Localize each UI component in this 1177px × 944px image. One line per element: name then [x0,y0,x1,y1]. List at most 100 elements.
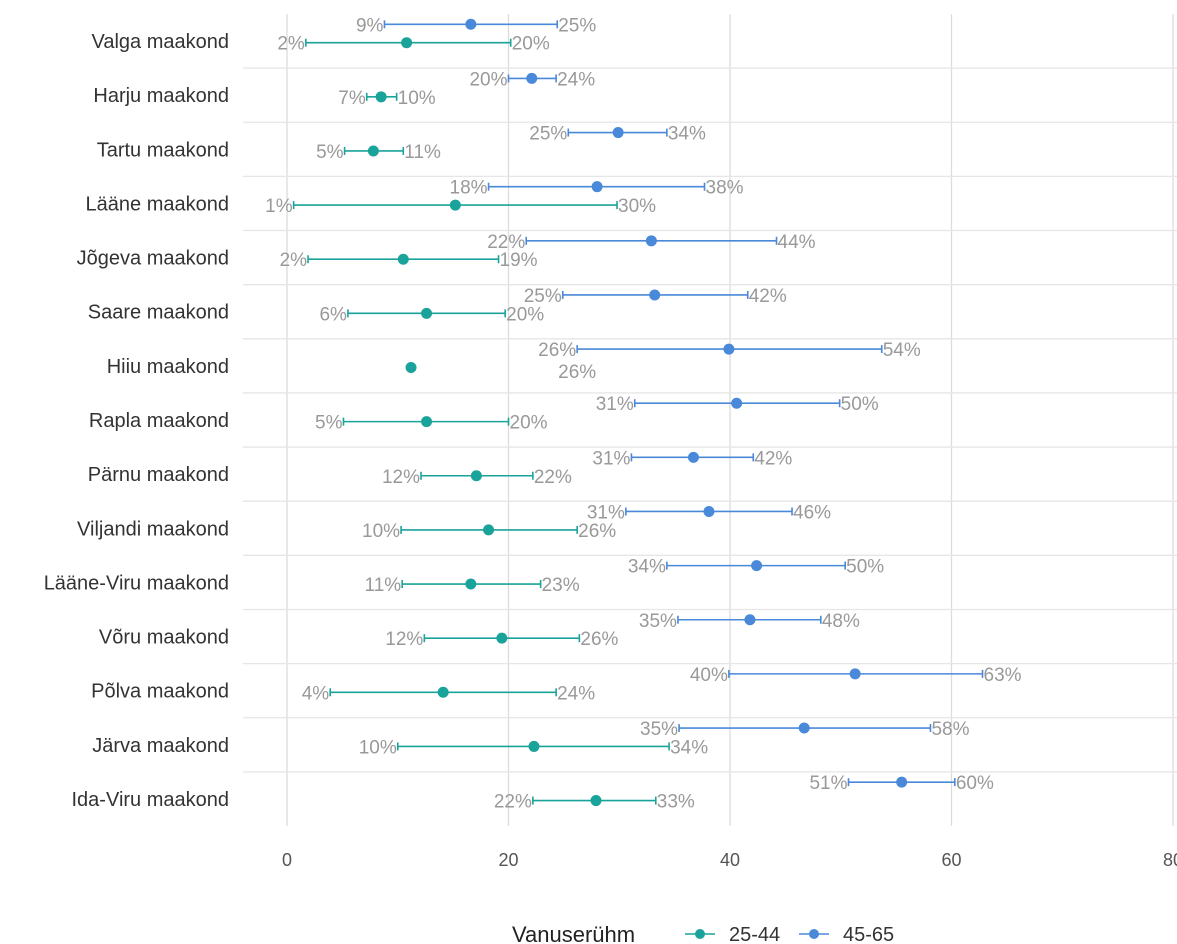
low-value-label: 35% [640,719,678,740]
data-point [526,72,538,84]
extra-value-label: 26% [558,362,596,383]
low-value-label: 7% [338,88,366,109]
data-point [703,505,715,517]
data-point [731,397,743,409]
high-value-label: 48% [822,611,860,632]
low-value-label: 4% [302,683,330,704]
data-point [465,578,477,590]
category-label: Rapla maakond [89,410,229,432]
legend: Vanuserühm 25-44 45-65 [512,922,894,944]
high-value-label: 19% [500,250,538,271]
low-value-label: 31% [596,394,634,415]
low-value-label: 10% [359,737,397,758]
data-point [375,91,387,103]
high-value-label: 42% [754,448,792,469]
low-value-label: 9% [356,15,384,36]
legend-label: 45-65 [843,924,894,944]
x-tick-label: 40 [720,850,740,870]
low-value-label: 26% [538,340,576,361]
data-point [421,307,433,319]
high-value-label: 20% [506,304,544,325]
high-value-label: 10% [398,88,436,109]
low-value-label: 5% [316,142,344,163]
high-value-label: 54% [883,340,921,361]
x-axis-tick-labels: 0 20 40 60 80 [282,850,1177,870]
category-label: Ida-Viru maakond [72,789,230,811]
high-value-label: 20% [510,413,548,434]
legend-label: 25-44 [729,924,780,944]
high-value-label: 42% [749,286,787,307]
data-point [744,614,756,626]
data-point [649,289,661,301]
data-point [397,253,409,265]
low-value-label: 31% [592,448,630,469]
low-value-label: 40% [690,665,728,686]
data-point [367,145,379,157]
category-label: Põlva maakond [91,681,229,703]
category-label: Lääne-Viru maakond [44,572,229,594]
low-value-label: 11% [365,575,402,596]
high-value-label: 24% [557,69,595,90]
legend-items: 25-44 45-65 [685,924,894,944]
high-value-label: 20% [512,34,550,55]
low-value-label: 5% [315,413,343,434]
data-point [751,560,763,572]
low-value-label: 2% [277,34,305,55]
data-point [591,181,603,193]
category-label: Viljandi maakond [77,518,229,540]
low-value-label: 1% [265,196,293,217]
high-value-label: 22% [534,467,572,488]
high-value-label: 26% [578,521,616,542]
data-point [723,343,735,355]
x-tick-label: 60 [941,850,961,870]
category-label: Pärnu maakond [88,464,229,486]
data-point [496,632,508,644]
category-label: Võru maakond [99,627,229,649]
data-point [449,199,461,211]
low-value-label: 18% [450,178,488,199]
data-point [687,451,699,463]
category-label: Saare maakond [88,302,229,324]
data-marks: 2% 20% 7% 10% 5% 11% 1% 30% 2% 19% 6% 20% 5% 20% 12% 22… [265,15,1021,812]
category-label: Jõgeva maakond [77,248,229,270]
category-label: Harju maakond [93,85,229,107]
data-point [645,235,657,247]
data-point [405,361,417,373]
category-label: Valga maakond [92,31,230,53]
data-point [896,776,908,788]
data-point [798,722,810,734]
high-value-label: 11% [404,142,441,163]
category-axis-labels: Valga maakond Harju maakond Tartu maakond L… [44,31,229,811]
low-value-label: 22% [494,792,532,813]
high-value-label: 50% [846,557,884,578]
low-value-label: 25% [524,286,562,307]
data-point [590,795,602,807]
high-value-label: 26% [580,629,618,650]
high-value-label: 50% [841,394,879,415]
high-value-label: 23% [542,575,580,596]
data-point [483,524,495,536]
category-label: Hiiu maakond [107,356,229,378]
low-value-label: 6% [319,304,347,325]
low-value-label: 34% [628,557,666,578]
x-tick-label: 20 [498,850,518,870]
legend-title: Vanuserühm [512,922,635,944]
low-value-label: 10% [362,521,400,542]
data-point [421,416,433,428]
low-value-label: 31% [587,502,625,523]
data-point [612,127,624,139]
data-point [849,668,861,680]
high-value-label: 63% [984,665,1022,686]
legend-key-dot [809,929,819,939]
low-value-label: 12% [382,467,420,488]
high-value-label: 25% [558,15,596,36]
high-value-label: 38% [706,178,744,199]
low-value-label: 12% [385,629,423,650]
high-value-label: 24% [557,683,595,704]
category-label: Tartu maakond [97,139,229,161]
high-value-label: 44% [778,232,816,253]
category-label: Lääne maakond [86,193,229,215]
low-value-label: 2% [280,250,308,271]
high-value-label: 33% [657,792,695,813]
